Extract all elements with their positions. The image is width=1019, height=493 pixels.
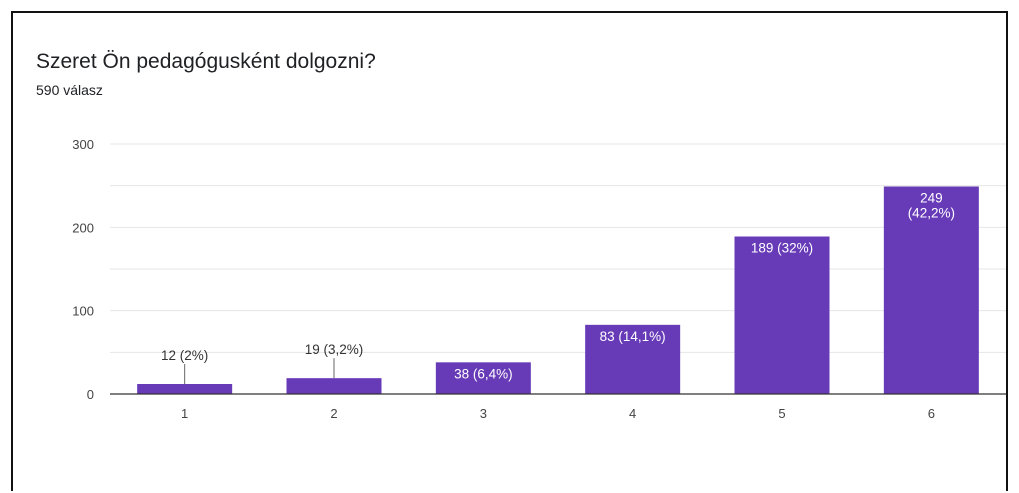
x-tick-label: 2 [330,406,337,421]
y-tick-label: 0 [87,387,94,402]
y-tick-label: 300 [72,137,94,152]
data-label: 12 (2%) [161,348,208,363]
bar [734,236,830,394]
x-tick-label: 6 [928,406,935,421]
x-axis-ticks: 1 2 3 4 5 6 [181,406,935,421]
data-label: 83 (14,1%) [600,329,666,344]
y-axis-ticks: 0 100 200 300 [72,137,94,402]
y-tick-label: 200 [72,220,94,235]
x-tick-label: 4 [629,406,636,421]
gridlines [110,143,1006,353]
data-label: 38 (6,4%) [454,366,513,381]
y-tick-label: 100 [72,304,94,319]
chart-card [11,11,1008,491]
response-count: 590 válasz [36,82,103,98]
bar [137,384,233,394]
x-tick-label: 1 [181,406,188,421]
bar [286,378,382,394]
x-tick-label: 3 [480,406,487,421]
chart-title: Szeret Ön pedagógusként dolgozni? [36,50,376,73]
bar [435,362,531,394]
data-labels: 12 (2%) 19 (3,2%) 38 (6,4%) 83 (14,1%) 189 (… [161,191,955,382]
data-label: 189 (32%) [751,241,813,256]
x-tick-label: 5 [778,406,785,421]
label-leaders [184,358,335,384]
data-label: 249 (42,2%) [908,191,955,221]
bar [585,324,681,394]
bar [883,186,979,394]
bars [137,186,979,394]
data-label: 19 (3,2%) [305,342,364,357]
